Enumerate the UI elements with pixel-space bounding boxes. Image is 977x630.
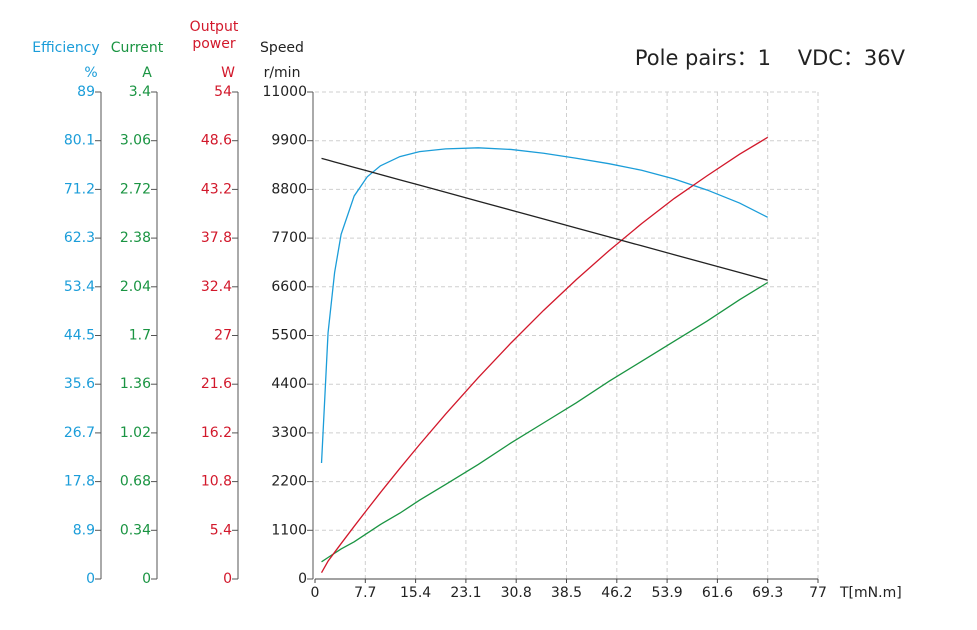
y-tick-label: 0: [223, 571, 232, 587]
y-tick-label: 0: [298, 571, 307, 587]
y-tick-label: 26.7: [64, 425, 95, 441]
x-tick-label: 7.7: [354, 585, 376, 601]
y-tick-label: 8.9: [73, 522, 95, 538]
y-tick-label: 5500: [271, 328, 307, 344]
y-tick-label: 16.2: [201, 425, 232, 441]
y-tick-label: 3.06: [120, 133, 151, 149]
x-tick-label: 77: [809, 585, 827, 601]
y-tick-label: 2200: [271, 474, 307, 490]
axis-unit: W: [221, 65, 235, 81]
curve: [321, 281, 769, 563]
y-tick-label: 0: [142, 571, 151, 587]
y-tick-label: 2.04: [120, 279, 151, 295]
curve: [321, 157, 768, 281]
x-tick-label: 69.3: [752, 585, 783, 601]
x-tick-label: 23.1: [450, 585, 481, 601]
y-tick-label: 1.36: [120, 376, 151, 392]
y-tick-label: 37.8: [201, 230, 232, 246]
y-tick-label: 9900: [271, 133, 307, 149]
y-tick-label: 10.8: [201, 474, 232, 490]
axis-unit: %: [84, 65, 98, 81]
y-tick-label: 48.6: [201, 133, 232, 149]
axis-name: Current: [110, 40, 164, 56]
axis-unit: A: [142, 65, 152, 81]
y-tick-label: 44.5: [64, 328, 95, 344]
curve: [320, 147, 768, 464]
y-tick-label: 3.4: [129, 84, 151, 100]
y-tick-label: 3300: [271, 425, 307, 441]
y-tick-label: 17.8: [64, 474, 95, 490]
y-tick-label: 32.4: [201, 279, 232, 295]
x-tick-label: 0: [311, 585, 320, 601]
y-tick-label: 53.4: [64, 279, 95, 295]
chart-title: Pole pairs：1 VDC：36V: [634, 46, 905, 70]
y-tick-label: 0: [86, 571, 95, 587]
y-tick-label: 1100: [271, 522, 307, 538]
y-tick-label: 11000: [262, 84, 307, 100]
x-tick-label: 46.2: [601, 585, 632, 601]
y-tick-label: 43.2: [201, 181, 232, 197]
curve: [320, 136, 769, 574]
y-tick-label: 71.2: [64, 181, 95, 197]
y-tick-label: 27: [214, 328, 232, 344]
y-tick-label: 80.1: [64, 133, 95, 149]
axis-name: Efficiency: [32, 40, 100, 56]
x-tick-label: 15.4: [400, 585, 431, 601]
y-tick-label: 35.6: [64, 376, 95, 392]
y-tick-label: 6600: [271, 279, 307, 295]
y-tick-label: 2.72: [120, 181, 151, 197]
y-tick-label: 4400: [271, 376, 307, 392]
y-tick-label: 2.38: [120, 230, 151, 246]
y-tick-label: 5.4: [210, 522, 232, 538]
y-tick-label: 1.7: [129, 328, 151, 344]
y-tick-label: 1.02: [120, 425, 151, 441]
y-tick-label: 89: [77, 84, 95, 100]
y-tick-label: 7700: [271, 230, 307, 246]
y-tick-label: 8800: [271, 181, 307, 197]
y-tick-label: 21.6: [201, 376, 232, 392]
x-tick-label: 38.5: [551, 585, 582, 601]
y-tick-label: 0.34: [120, 522, 151, 538]
axis-name: Speed: [260, 40, 304, 56]
y-tick-label: 62.3: [64, 230, 95, 246]
axis-unit: r/min: [263, 65, 301, 81]
x-axis-label: T[mN.m]: [839, 585, 902, 601]
x-tick-label: 53.9: [652, 585, 683, 601]
y-tick-label: 54: [214, 84, 232, 100]
axis-name: Output power: [189, 19, 239, 52]
x-tick-label: 61.6: [702, 585, 733, 601]
y-tick-label: 0.68: [120, 474, 151, 490]
x-tick-label: 30.8: [501, 585, 532, 601]
